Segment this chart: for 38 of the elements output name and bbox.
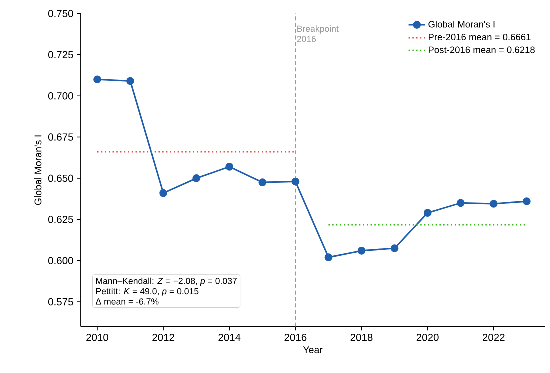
point bbox=[358, 247, 366, 255]
annotation: Pettitt: K = 49.0, p = 0.015 bbox=[96, 288, 199, 296]
point bbox=[456, 199, 465, 208]
point bbox=[523, 198, 531, 206]
legend-label: Global Moran's I bbox=[428, 21, 495, 28]
x-tick-label: 2018 bbox=[350, 334, 373, 342]
point bbox=[126, 77, 134, 86]
point bbox=[160, 189, 168, 198]
x-axis-title: Year bbox=[303, 346, 323, 354]
y-tick-label: 0.750 bbox=[48, 10, 74, 18]
point bbox=[424, 209, 432, 218]
legend-label: Pre-2016 mean = 0.6661 bbox=[429, 34, 531, 41]
point bbox=[324, 254, 333, 262]
y-tick-label: 0.575 bbox=[48, 298, 74, 306]
ref-line-label: Breakpoint 2016 bbox=[297, 26, 339, 42]
annotation: Mann–Kendall: Z = −2.08, p = 0.037 bbox=[96, 278, 237, 286]
point bbox=[226, 163, 234, 171]
point bbox=[192, 174, 201, 182]
y-tick-label: 0.625 bbox=[48, 216, 74, 224]
point bbox=[490, 200, 498, 208]
point bbox=[390, 244, 399, 252]
y-tick-label: 0.725 bbox=[48, 51, 74, 59]
x-tick-label: 2020 bbox=[416, 334, 439, 342]
x-tick-label: 2010 bbox=[86, 334, 108, 342]
y-tick-label: 0.700 bbox=[48, 92, 74, 100]
y-tick-label: 0.600 bbox=[48, 257, 74, 265]
point bbox=[94, 76, 102, 84]
x-tick-label: 2014 bbox=[218, 334, 241, 342]
y-tick-label: 0.675 bbox=[48, 134, 74, 141]
legend-label: Post-2016 mean = 0.6218 bbox=[429, 46, 535, 54]
y-axis-title: Global Moran's I bbox=[34, 136, 42, 206]
x-tick-label: 2012 bbox=[152, 334, 174, 342]
point bbox=[258, 178, 267, 187]
annotation: Δ mean = -6.7% bbox=[96, 298, 159, 305]
x-tick-label: 2022 bbox=[482, 334, 505, 342]
x-tick-label: 2016 bbox=[284, 334, 307, 342]
y-tick-label: 0.650 bbox=[48, 174, 74, 182]
point bbox=[292, 178, 300, 186]
